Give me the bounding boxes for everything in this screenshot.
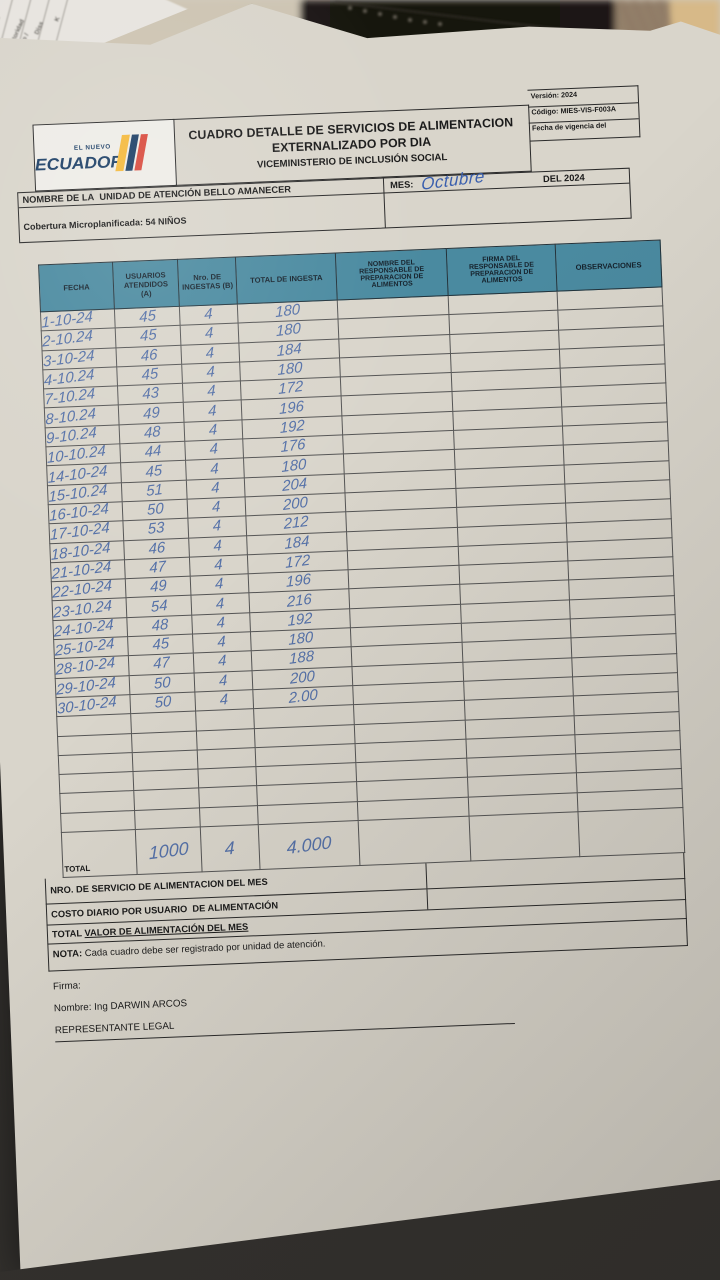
svg-text:ECUADOR: ECUADOR [35, 153, 124, 175]
svg-text:EL NUEVO: EL NUEVO [74, 143, 111, 151]
